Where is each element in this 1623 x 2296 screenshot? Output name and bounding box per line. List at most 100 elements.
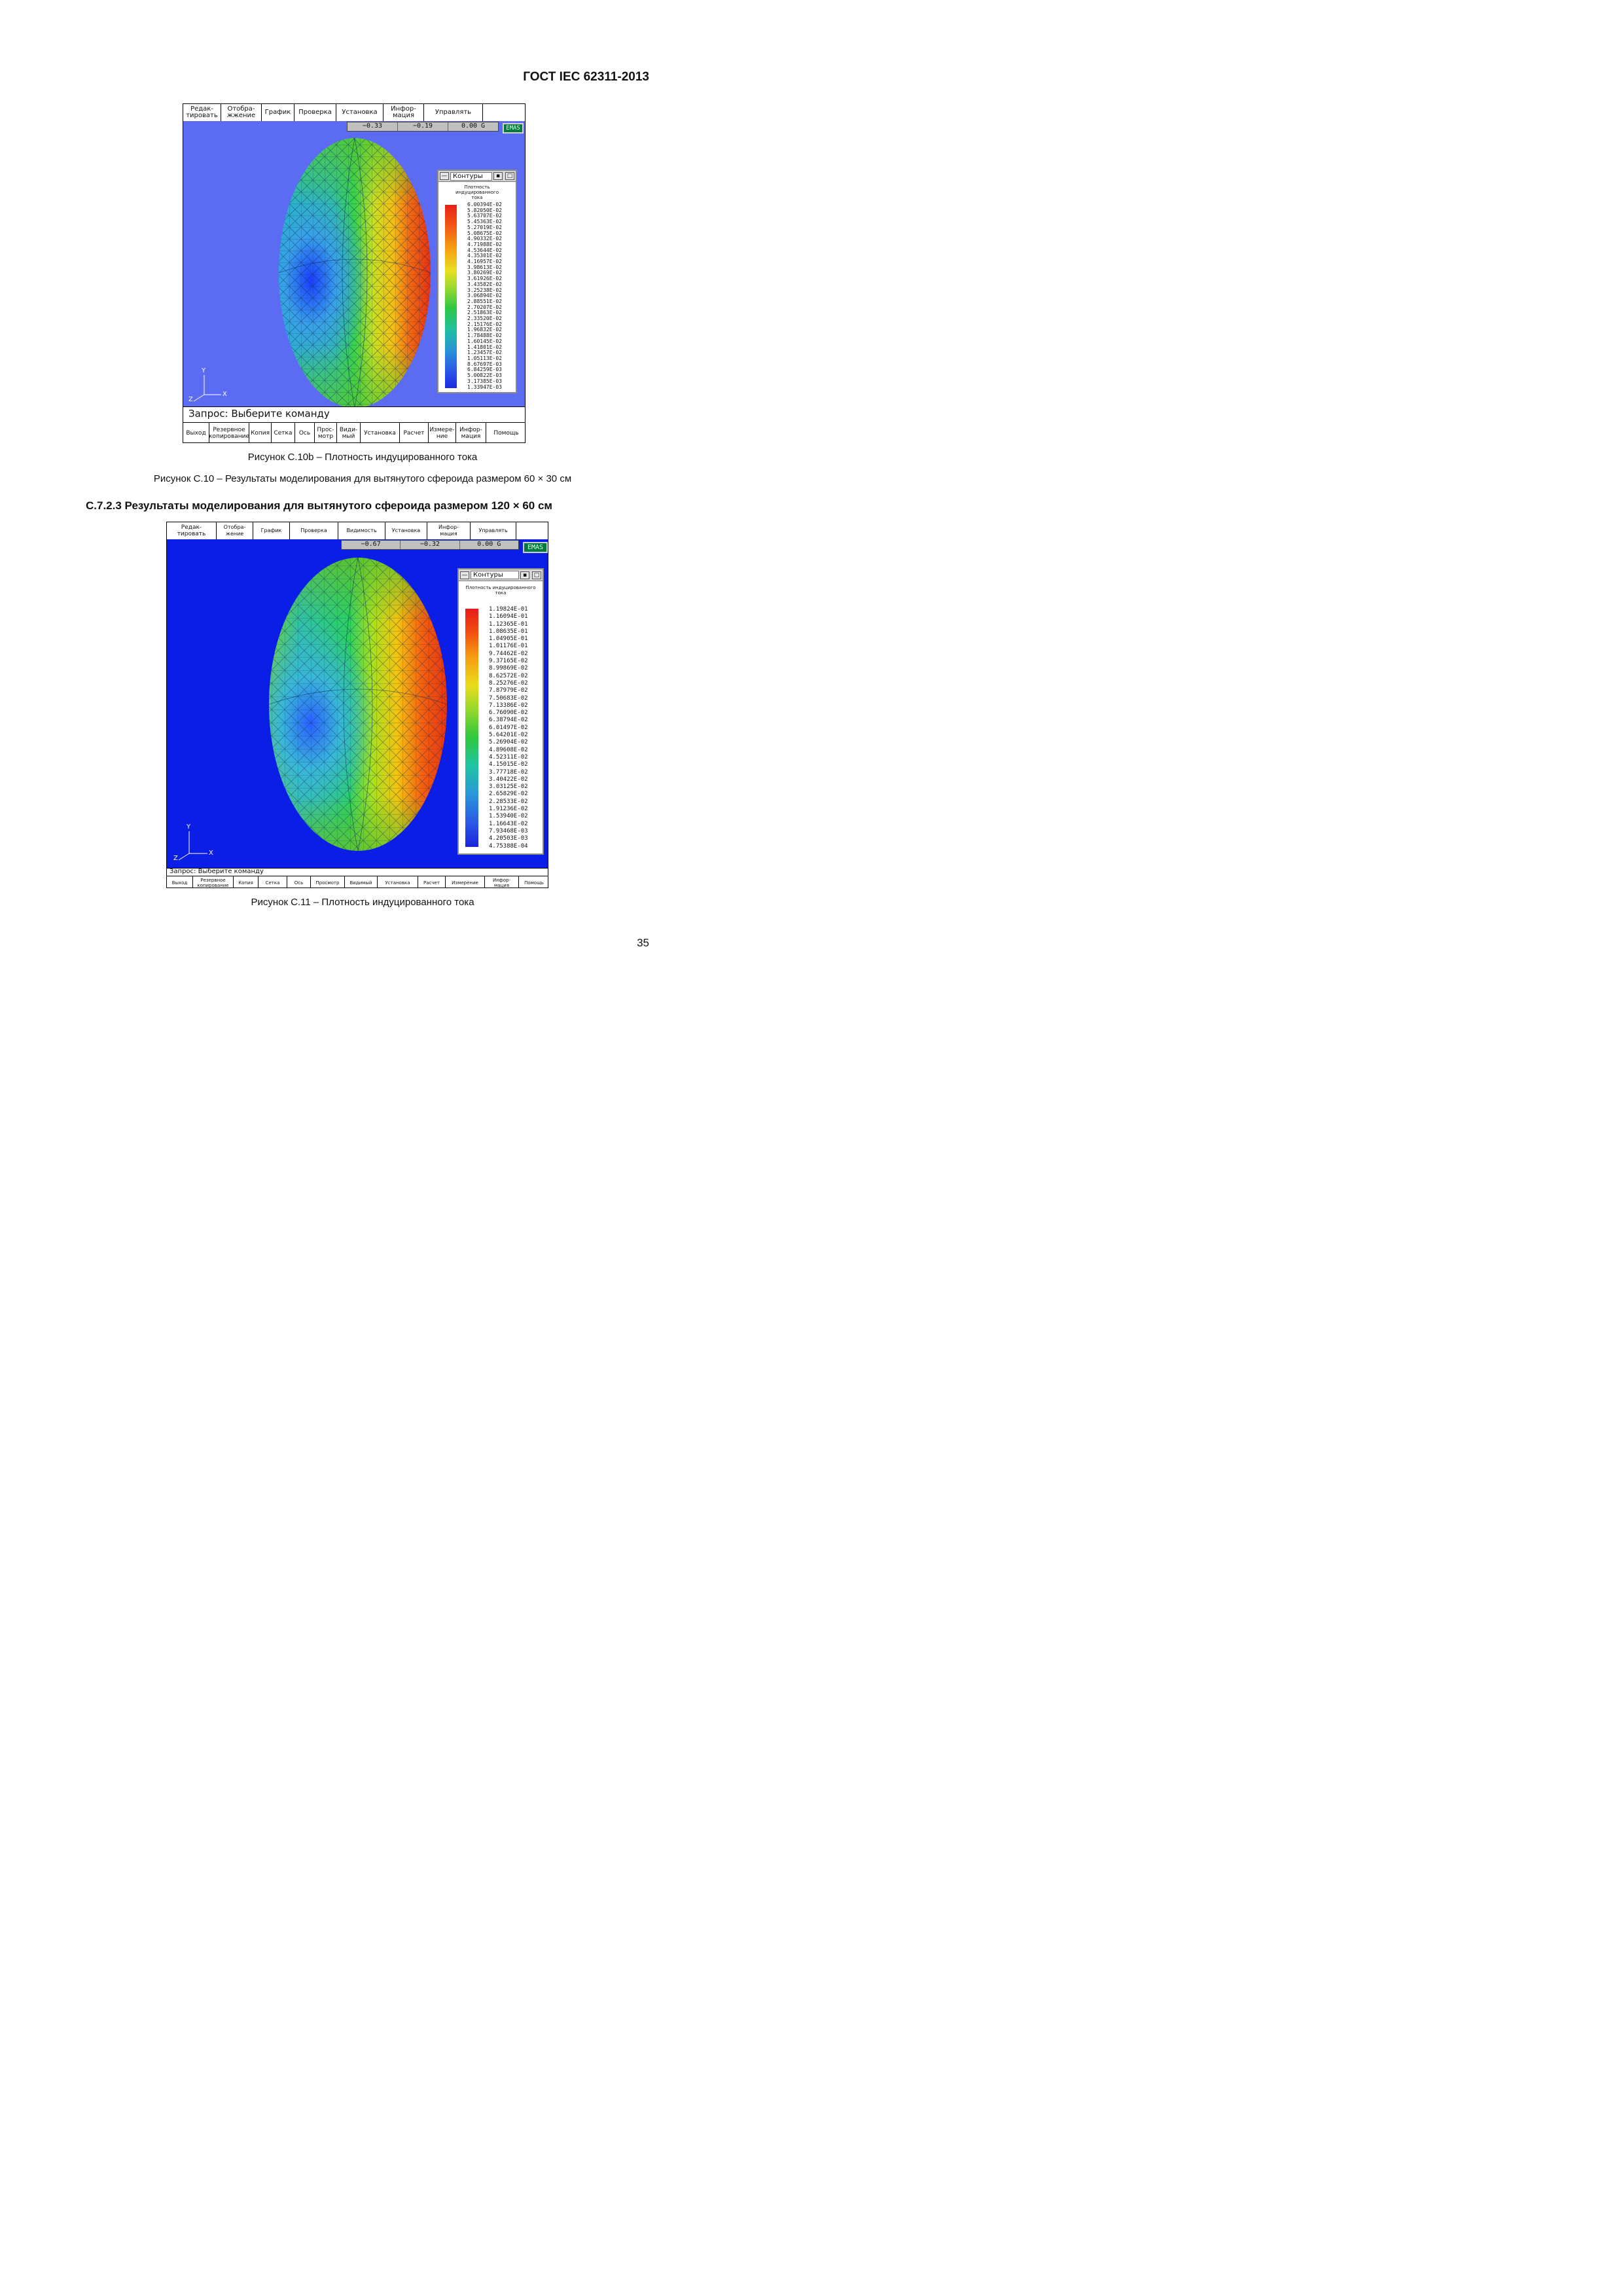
command-exit-button[interactable]: Выход xyxy=(183,423,209,442)
legend-value: 2.28533E-02 xyxy=(489,798,528,805)
legend-value: 4.15015E-02 xyxy=(489,761,528,768)
command-copy-button[interactable]: Копия xyxy=(249,423,272,442)
color-scale-bar xyxy=(445,205,457,388)
legend-value: 5.26904E-02 xyxy=(489,739,528,746)
menu-graph[interactable]: График xyxy=(262,104,294,121)
legend-value: 7.13386E-02 xyxy=(489,702,528,709)
legend-value: 7.93468E-03 xyxy=(489,827,528,834)
emas-logo: EMAS xyxy=(523,542,548,553)
contours-window[interactable]: — Контуры ▪ □ Плотность индуцированного … xyxy=(457,568,544,855)
minimize-icon[interactable]: ▪ xyxy=(520,571,529,579)
coordinate-readout: −0.67 −0.32 0.00 G xyxy=(341,540,519,550)
menu-info[interactable]: Инфор- мация xyxy=(383,104,424,121)
command-view-button[interactable]: Прос- мотр xyxy=(315,423,337,442)
contours-title-bar[interactable]: — Контуры ▪ □ xyxy=(459,569,543,581)
menu-control[interactable]: Управлять xyxy=(471,522,516,539)
legend-heading: Плотность индуцированного тока xyxy=(465,585,536,596)
command-help-button[interactable]: Помощь xyxy=(524,880,544,886)
command-help-button[interactable]: Помощь xyxy=(493,430,519,437)
legend-heading: Плотность индуцированного тока xyxy=(455,185,499,200)
coord-g-readout: 0.00 G xyxy=(477,541,501,548)
command-view-button[interactable]: Просмотр xyxy=(311,876,345,888)
contours-title-bar[interactable]: — Контуры ▪ □ xyxy=(438,171,516,182)
command-mesh-button[interactable]: Сетка xyxy=(272,423,295,442)
legend-value: 1.33947E-03 xyxy=(467,384,502,390)
command-backup-button[interactable]: Резервное копирование xyxy=(193,876,234,888)
command-info-button[interactable]: Инфор- мация xyxy=(485,876,519,888)
figure-c11-caption: Рисунок С.11 – Плотность индуцированного… xyxy=(251,897,474,908)
command-setup-button[interactable]: Установка xyxy=(361,423,400,442)
menu-control[interactable]: Управлять xyxy=(424,104,483,121)
menu-display[interactable]: Отобра- жжение xyxy=(221,104,262,121)
command-visible-button[interactable]: Види- мый xyxy=(337,423,361,442)
contours-window[interactable]: — Контуры ▪ □ Плотность индуцированного … xyxy=(437,170,517,393)
legend-value: 3.03125E-02 xyxy=(489,783,528,791)
command-measure-button[interactable]: Измере- ние xyxy=(429,423,456,442)
page-number: 35 xyxy=(637,937,649,949)
legend-value: 3.06894E-02 xyxy=(467,293,502,299)
legend-value: 5.63707E-02 xyxy=(467,213,502,219)
legend-value: 2.88551E-02 xyxy=(467,298,502,304)
axis-z-label: Z xyxy=(173,855,178,862)
window-menu-icon[interactable]: — xyxy=(440,172,449,180)
command-setup-button[interactable]: Установка xyxy=(378,876,418,888)
menu-setup[interactable]: Установка xyxy=(336,104,383,121)
menu-graph[interactable]: График xyxy=(253,522,290,539)
minimize-icon[interactable]: ▪ xyxy=(493,172,503,180)
axis-y-label: Y xyxy=(202,367,206,374)
menu-info[interactable]: Инфор- мация xyxy=(427,522,471,539)
legend-value: 3.61926E-02 xyxy=(467,276,502,282)
legend-values: 1.19824E-01 1.16094E-01 1.12365E-01 1.08635… xyxy=(489,606,528,850)
menu-visibility[interactable]: Видимость xyxy=(338,522,385,539)
command-copy-button[interactable]: Копия xyxy=(234,876,259,888)
document-code: ГОСТ IEC 62311-2013 xyxy=(523,70,649,84)
legend-value: 4.16957E-02 xyxy=(467,259,502,265)
legend-value: 2.70207E-02 xyxy=(467,304,502,310)
emas-logo: EMAS xyxy=(503,123,524,134)
legend-value: 1.41801E-02 xyxy=(467,344,502,350)
axis-z-label: Z xyxy=(188,396,193,403)
legend-value: 4.89608E-02 xyxy=(489,746,528,753)
command-mesh-button[interactable]: Сетка xyxy=(259,876,287,888)
figure-c10b-caption: Рисунок С.10b – Плотность индуцированног… xyxy=(247,452,478,463)
command-axis-button[interactable]: Ось xyxy=(287,876,311,888)
legend-value: 1.19824E-01 xyxy=(489,606,528,613)
legend-value: 3.17385E-03 xyxy=(467,378,502,384)
menu-setup[interactable]: Установка xyxy=(385,522,427,539)
legend-value: 8.67697E-03 xyxy=(467,361,502,367)
3d-viewport[interactable]: Y Z X xyxy=(183,121,525,406)
legend-value: 3.77718E-02 xyxy=(489,768,528,776)
menu-check[interactable]: Проверка xyxy=(294,104,336,121)
legend-value: 8.25276E-02 xyxy=(489,679,528,687)
maximize-icon[interactable]: □ xyxy=(505,172,514,180)
legend-value: 5.27019E-02 xyxy=(467,224,502,230)
legend-value: 1.16094E-01 xyxy=(489,613,528,620)
legend-value: 1.23457E-02 xyxy=(467,350,502,356)
axis-x-label: X xyxy=(223,391,227,398)
command-info-button[interactable]: Инфор- мация xyxy=(456,423,486,442)
legend-value: 1.16643E-02 xyxy=(489,820,528,827)
window-menu-icon[interactable]: — xyxy=(460,571,469,579)
command-calculate-button[interactable]: Расчет xyxy=(418,876,446,888)
legend-value: 3.80269E-02 xyxy=(467,270,502,276)
menu-display[interactable]: Отобра- жение xyxy=(217,522,253,539)
command-visible-button[interactable]: Видимый xyxy=(345,876,378,888)
command-calculate-button[interactable]: Расчет xyxy=(400,423,429,442)
menu-edit[interactable]: Редак- тировать xyxy=(183,104,221,121)
legend-value: 7.50683E-02 xyxy=(489,694,528,702)
menu-check[interactable]: Проверка xyxy=(290,522,338,539)
simulation-screenshot-c11: Редак- тировать Отобра- жение График Про… xyxy=(166,522,548,888)
menu-bar: Редак- тировать Отобра- жжение График Пр… xyxy=(183,104,525,122)
legend-value: 1.05113E-02 xyxy=(467,355,502,361)
axis-x-label: X xyxy=(209,850,213,857)
command-axis-button[interactable]: Ось xyxy=(295,423,315,442)
legend-value: 5.45363E-02 xyxy=(467,219,502,225)
legend-value: 4.75388E-04 xyxy=(489,842,528,850)
menu-edit[interactable]: Редак- тировать xyxy=(167,522,217,539)
command-exit-button[interactable]: Выход xyxy=(167,876,193,888)
command-backup-button[interactable]: Резервное копирование xyxy=(209,423,249,442)
legend-value: 6.84259E-03 xyxy=(467,367,502,373)
maximize-icon[interactable]: □ xyxy=(532,571,541,579)
legend-value: 1.04905E-01 xyxy=(489,636,528,643)
command-measure-button[interactable]: Измерение xyxy=(446,876,485,888)
